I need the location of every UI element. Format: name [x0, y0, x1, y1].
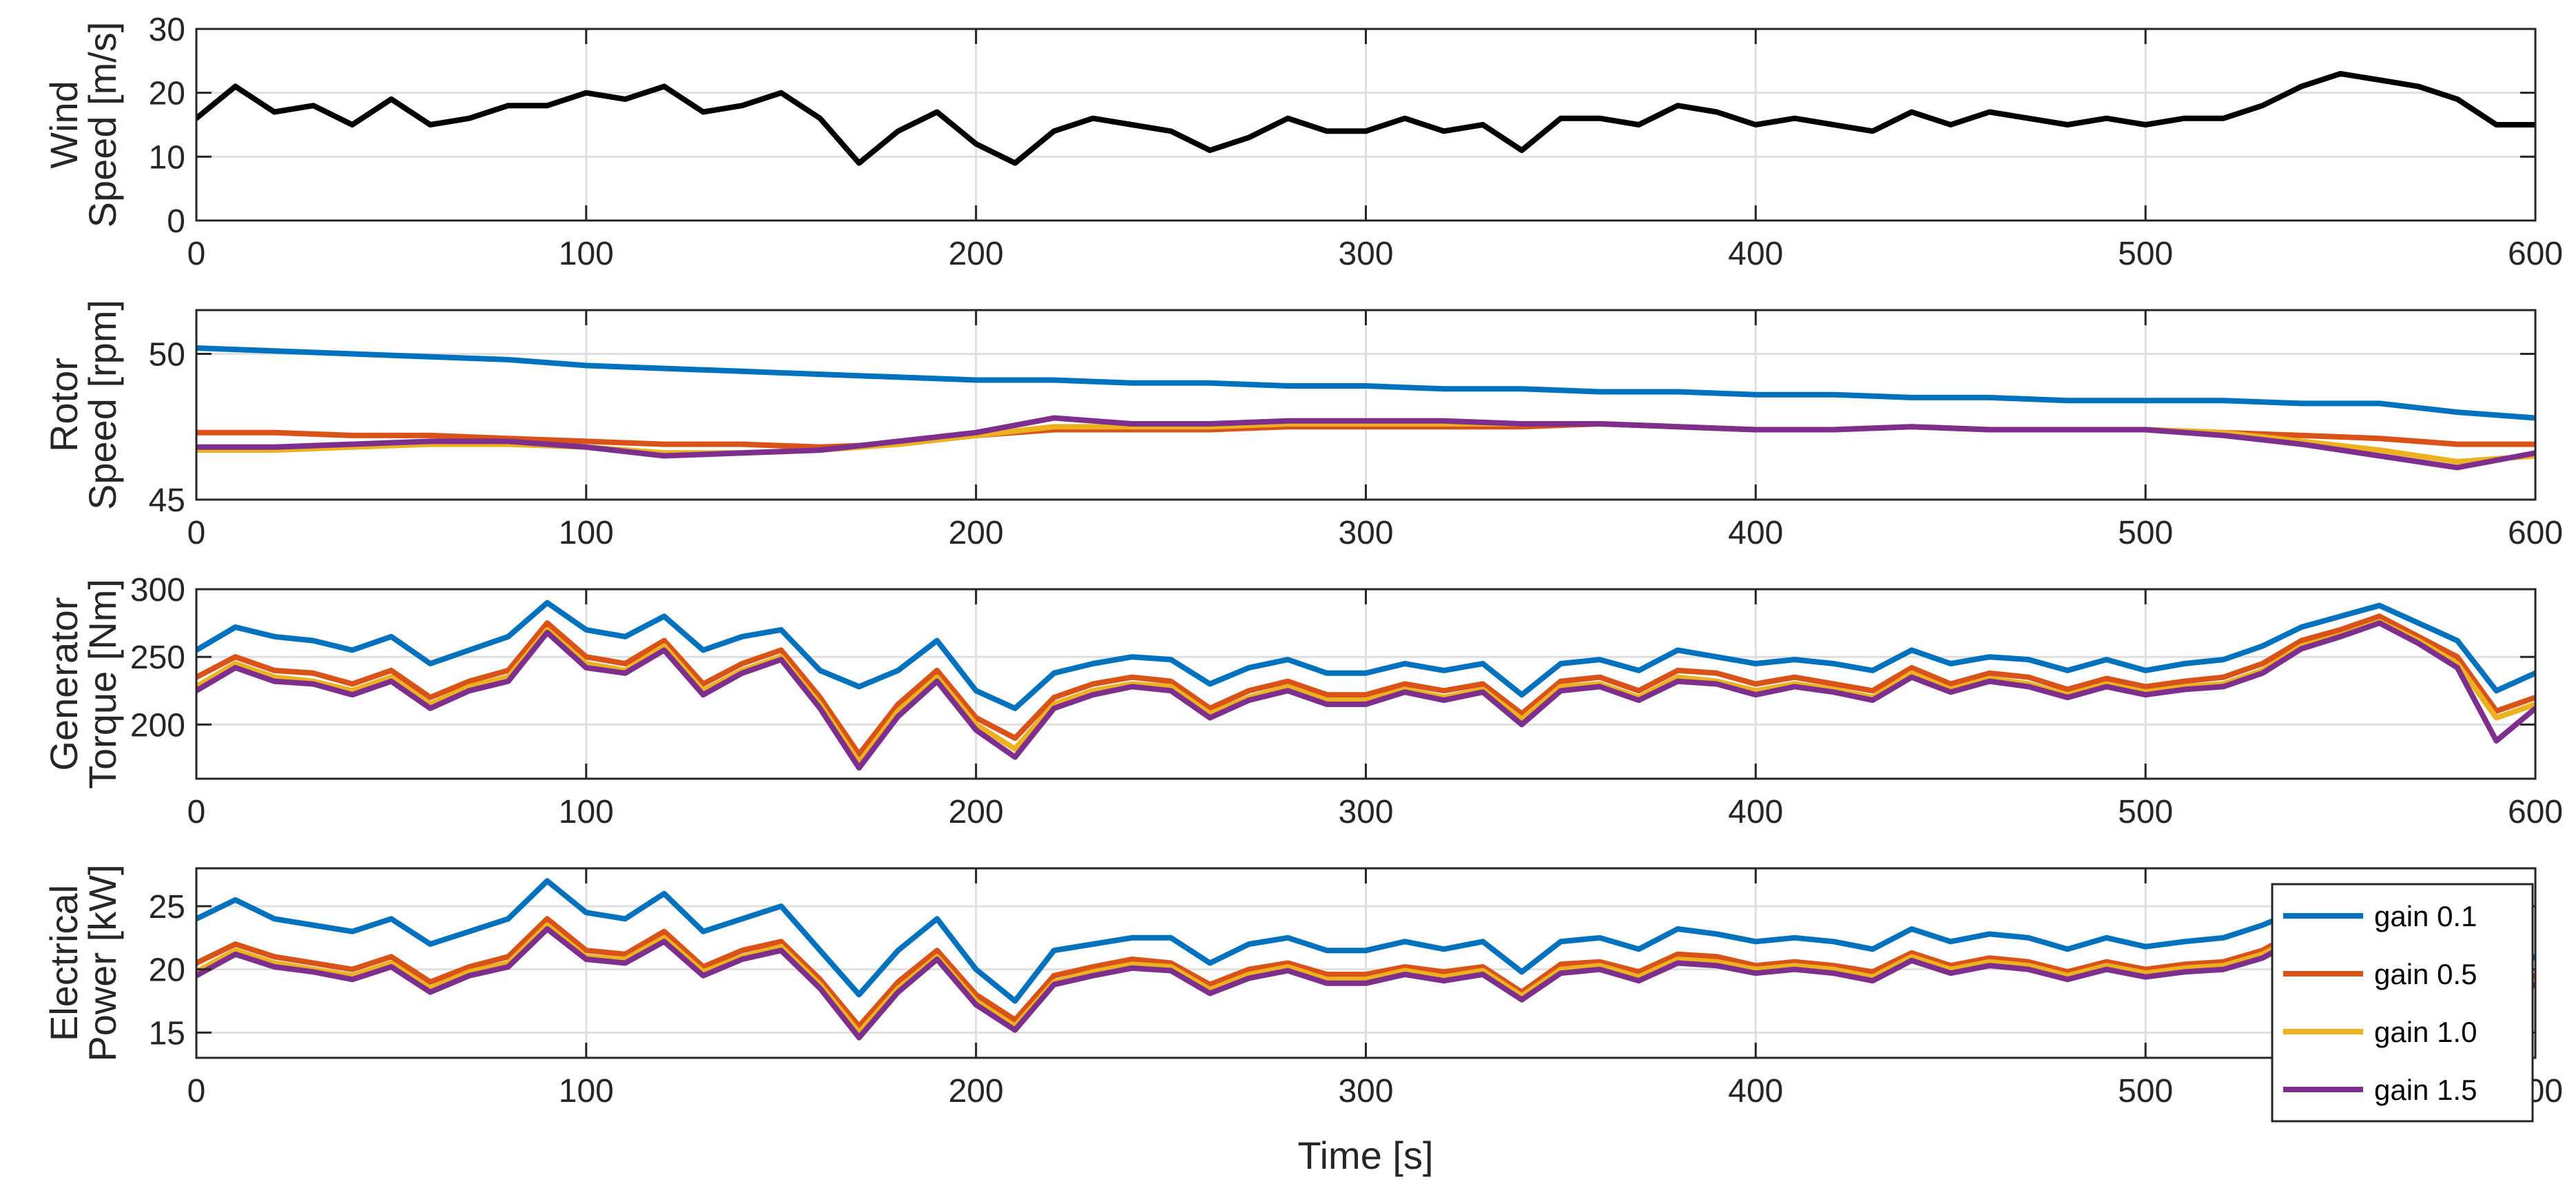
x-tick-label: 300	[1338, 236, 1393, 272]
y-tick-label: 0	[167, 203, 185, 240]
y-tick-label: 10	[149, 139, 185, 176]
y-axis-label-line: Speed [m/s]	[81, 22, 124, 228]
y-tick-label: 15	[149, 1015, 185, 1052]
series-line-gain-1-5	[196, 911, 2535, 1041]
legend-label: gain 0.5	[2374, 958, 2477, 990]
series-group	[196, 345, 2535, 471]
series-line-gain-0-1	[196, 878, 2535, 1004]
y-tick-label: 300	[130, 572, 185, 609]
y-axis-label-line: Speed [rpm]	[81, 300, 124, 510]
series-line-gain-0-1	[196, 600, 2535, 711]
series-line-gain-0-5	[196, 903, 2535, 1030]
x-tick-label: 600	[2508, 236, 2563, 272]
y-tick-label: 45	[149, 482, 185, 519]
y-axis-label-line: Wind	[42, 81, 85, 169]
x-tick-label: 0	[187, 794, 206, 830]
legend-label: gain 1.0	[2374, 1016, 2477, 1048]
y-axis-label-line: Electrical	[42, 885, 85, 1041]
legend-label: gain 1.5	[2374, 1074, 2477, 1106]
y-tick-label: 30	[149, 12, 185, 48]
subplot-2: 0 100 200 300 400 500 600 45 50 RotorSpeed [rpm]	[42, 300, 2563, 551]
y-axis-label: ElectricalPower [kW]	[42, 864, 124, 1061]
legend-box	[2271, 883, 2534, 1123]
x-tick-label: 100	[559, 794, 614, 830]
legend-label: gain 0.1	[2374, 900, 2477, 932]
y-axis-label-line: Rotor	[42, 358, 85, 452]
y-tick-label: 250	[130, 640, 185, 676]
series-group	[196, 878, 2535, 1041]
x-tick-label: 200	[949, 794, 1004, 830]
x-tick-label: 200	[949, 1073, 1004, 1110]
x-tick-label: 0	[187, 236, 206, 272]
y-tick-label: 50	[149, 336, 185, 373]
x-tick-label: 400	[1728, 1073, 1783, 1110]
x-tick-label: 500	[2118, 1073, 2173, 1110]
x-tick-label: 600	[2508, 794, 2563, 830]
x-tick-label: 400	[1728, 236, 1783, 272]
series-group	[196, 70, 2535, 166]
x-tick-label: 300	[1338, 515, 1393, 551]
subplot-1: 0 100 200 300 400 500 600 0 10 20 30 WindSpeed [m/s…	[42, 12, 2563, 272]
x-tick-label: 200	[949, 236, 1004, 272]
x-tick-label: 500	[2118, 794, 2173, 830]
x-tick-label: 300	[1338, 1073, 1393, 1110]
y-tick-label: 20	[149, 76, 185, 112]
x-tick-label: 300	[1338, 794, 1393, 830]
series-line-gain-0-5	[196, 613, 2535, 757]
x-tick-label: 600	[2508, 515, 2563, 551]
subplot-4: 0 100 200 300 400 500 600152025ElectricalPower…	[42, 864, 2563, 1110]
y-axis-label: WindSpeed [m/s]	[42, 22, 124, 228]
x-axis-label: Time [s]	[1297, 1134, 1433, 1177]
y-axis-label: GeneratorTorque [Nm]	[42, 579, 124, 789]
series-line-gain-1-5	[196, 415, 2535, 471]
x-tick-label: 100	[559, 1073, 614, 1110]
x-tick-label: 500	[2118, 515, 2173, 551]
x-tick-label: 400	[1728, 794, 1783, 830]
y-axis-label-line: Generator	[42, 597, 85, 770]
series-line-gain-1-5	[196, 620, 2535, 771]
subplot-3: 0 100 200 300 400 500 600200250300GeneratorTor…	[42, 572, 2563, 830]
y-axis-label-line: Torque [Nm]	[81, 579, 124, 789]
legend: gain 0.1 gain 0.5 gain 1.0 gain 1.5	[2271, 883, 2534, 1123]
x-tick-label: 0	[187, 1073, 206, 1110]
x-tick-label: 0	[187, 515, 206, 551]
y-axis-label: RotorSpeed [rpm]	[42, 300, 124, 510]
y-tick-label: 25	[149, 889, 185, 926]
x-tick-label: 100	[559, 515, 614, 551]
x-tick-label: 500	[2118, 236, 2173, 272]
series-group	[196, 600, 2535, 771]
x-tick-label: 100	[559, 236, 614, 272]
y-tick-label: 20	[149, 952, 185, 989]
y-tick-label: 200	[130, 707, 185, 744]
x-tick-label: 200	[949, 515, 1004, 551]
series-line-gain-0-1	[196, 345, 2535, 421]
y-axis-label-line: Power [kW]	[81, 864, 124, 1061]
series-line-wind	[196, 70, 2535, 166]
x-tick-label: 400	[1728, 515, 1783, 551]
